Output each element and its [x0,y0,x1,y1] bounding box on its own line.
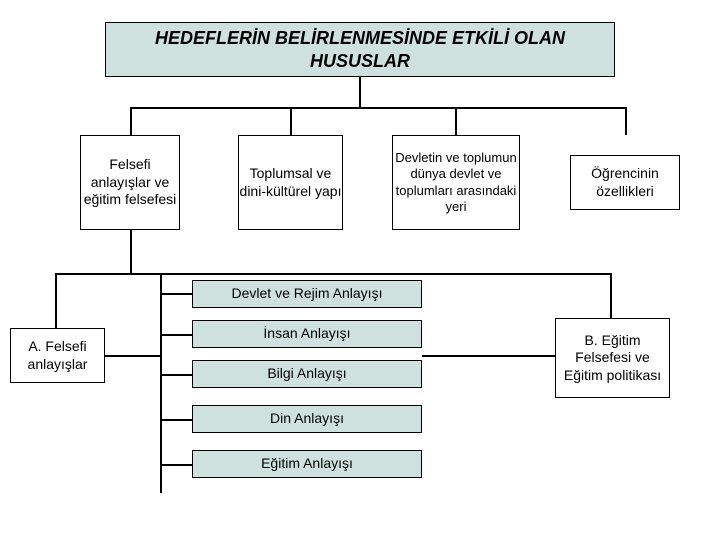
stack-box-1: Devlet ve Rejim Anlayışı [192,280,422,308]
conn-leftbox-h [105,355,160,357]
stack-box-2: İnsan Anlayışı [192,320,422,348]
title-text: HEDEFLERİN BELİRLENMESİNDE ETKİLİ OLAN H… [106,27,614,72]
stack-text-3: Bilgi Anlayışı [267,365,346,383]
left-summary-text: A. Felsefi anlayışlar [11,338,104,373]
conn-left-v [55,273,57,328]
stack-text-2: İnsan Anlayışı [263,325,350,343]
right-summary-box: B. Eğitim Felsefesi ve Eğitim politikası [555,318,670,398]
stack-box-5: Eğitim Anlayışı [192,450,422,478]
conn-b1-down [130,230,132,273]
conn-stack-b4 [160,419,192,421]
row1-text-2: Toplumsal ve dini-kültürel yapı [239,165,342,200]
row1-text-1: Felsefi anlayışlar ve eğitim felsefesi [81,156,179,209]
conn-row1-v3 [455,107,457,135]
right-summary-text: B. Eğitim Felsefesi ve Eğitim politikası [556,332,669,385]
conn-mid-hbar [55,273,610,275]
stack-text-4: Din Anlayışı [270,410,344,428]
row1-box-2: Toplumsal ve dini-kültürel yapı [238,135,343,230]
conn-stack-spine [160,273,162,493]
stack-text-1: Devlet ve Rejim Anlayışı [232,285,383,303]
conn-stack-b5 [160,464,192,466]
conn-stack-b1 [160,293,192,295]
conn-stack-b3 [160,374,192,376]
row1-text-4: Öğrencinin özellikleri [571,165,679,200]
stack-text-5: Eğitim Anlayışı [261,455,353,473]
stack-box-3: Bilgi Anlayışı [192,360,422,388]
title-box: HEDEFLERİN BELİRLENMESİNDE ETKİLİ OLAN H… [105,22,615,77]
conn-row1-hbar [130,107,625,109]
conn-row1-v1 [130,107,132,135]
conn-row1-v4 [625,107,627,135]
left-summary-box: A. Felsefi anlayışlar [10,328,105,383]
stack-box-4: Din Anlayışı [192,405,422,433]
conn-title-down [359,77,361,107]
conn-stack2-right [422,355,555,357]
row1-box-4: Öğrencinin özellikleri [570,155,680,210]
row1-box-1: Felsefi anlayışlar ve eğitim felsefesi [80,135,180,230]
conn-row1-v2 [290,107,292,135]
row1-text-3: Devletin ve toplumun dünya devlet ve top… [393,150,519,215]
conn-right-v [610,273,612,318]
row1-box-3: Devletin ve toplumun dünya devlet ve top… [392,135,520,230]
conn-stack-b2 [160,334,192,336]
